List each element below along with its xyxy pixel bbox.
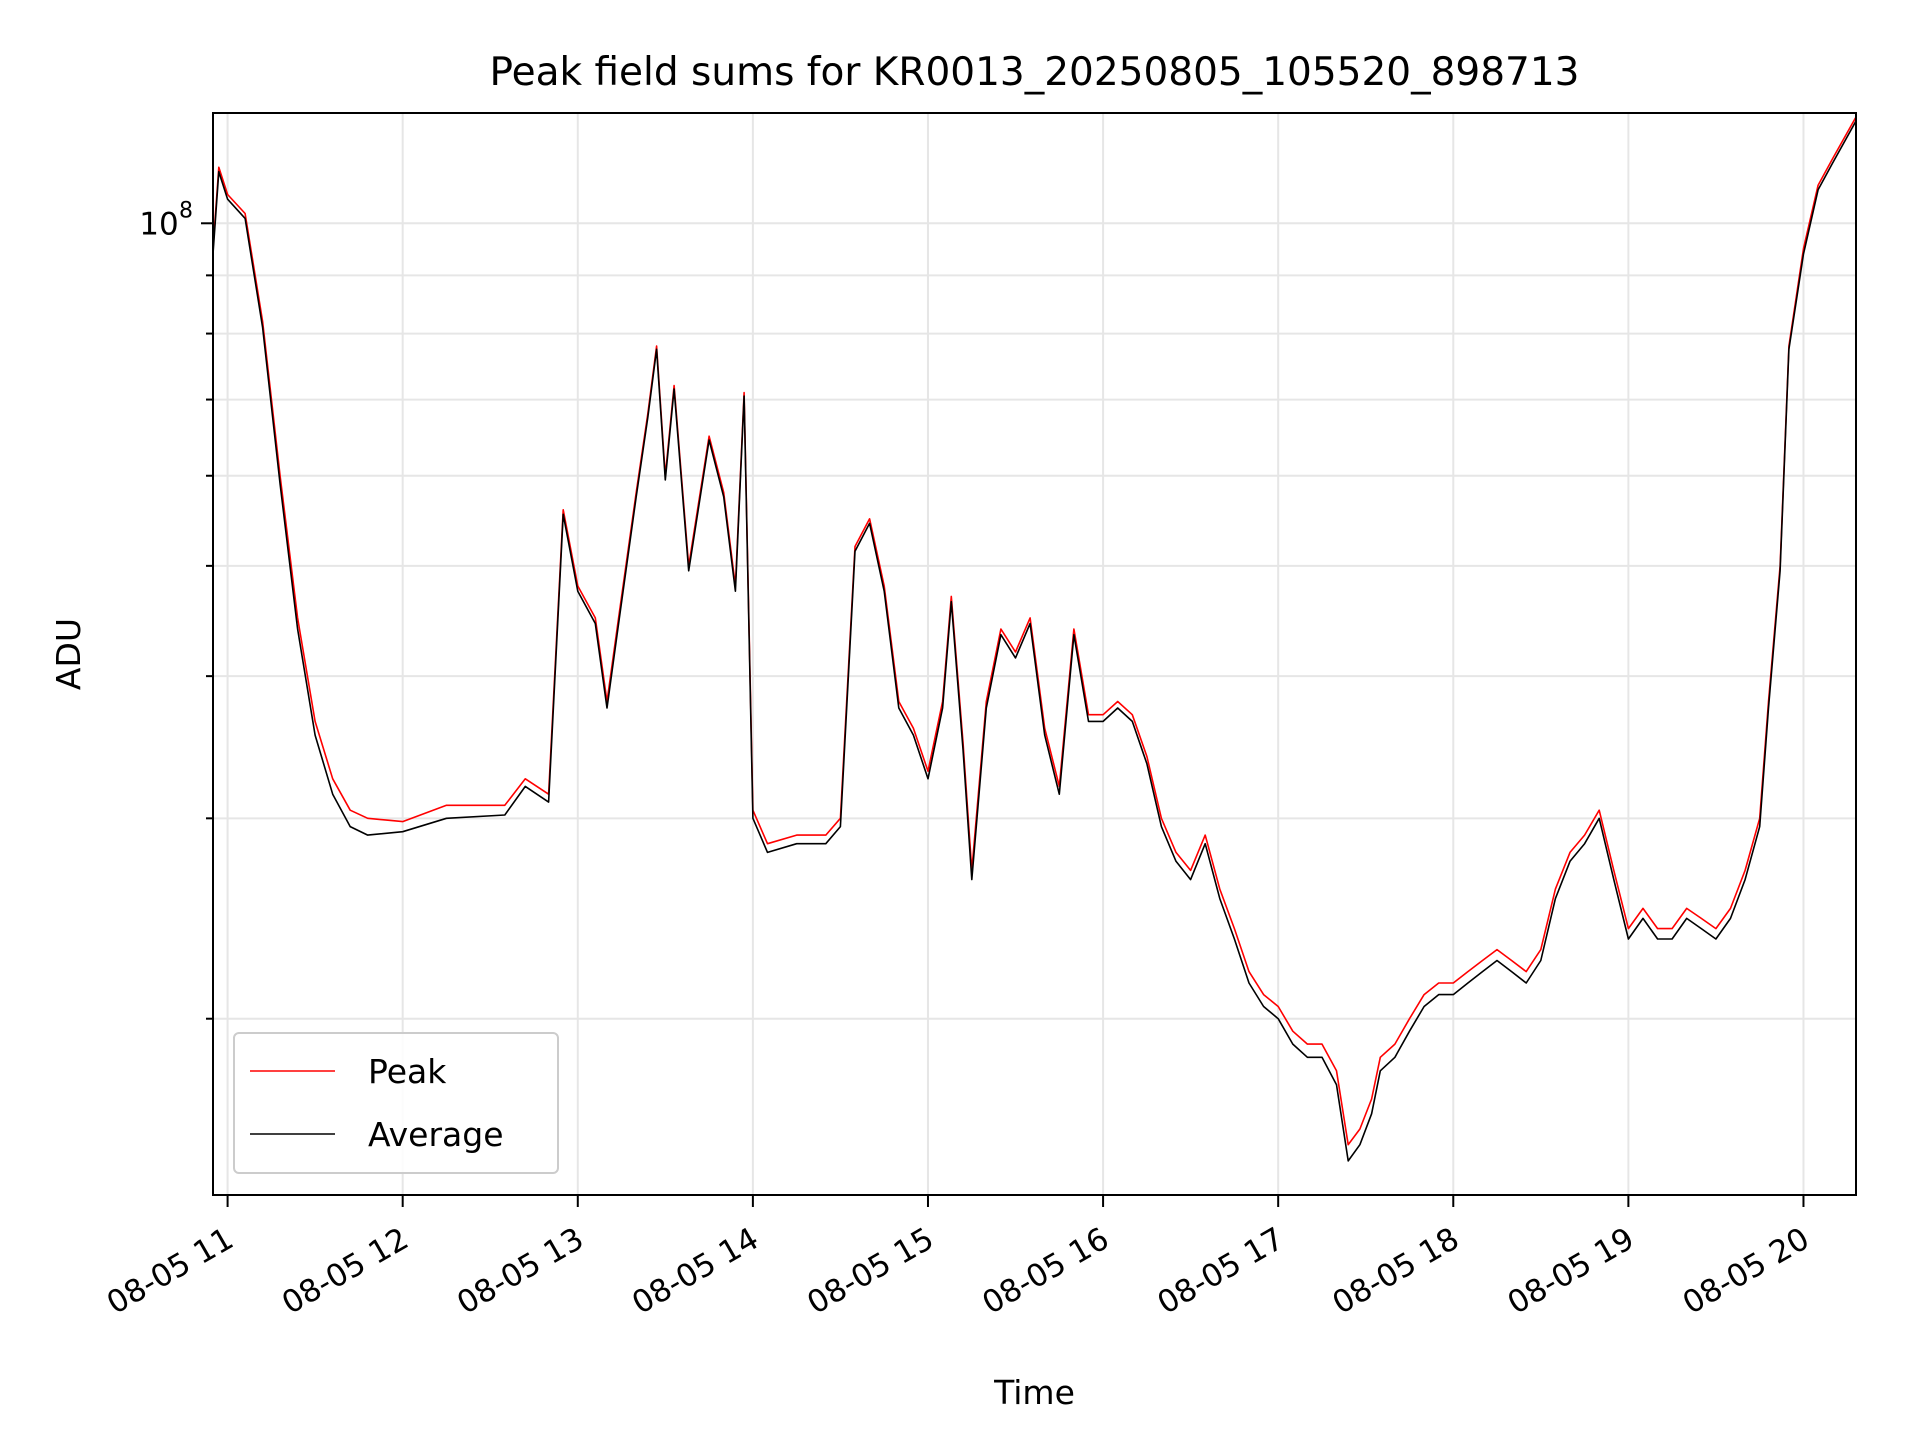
x-tick-label: 08-05 19 bbox=[1502, 1221, 1641, 1322]
x-tick-label: 08-05 16 bbox=[976, 1221, 1115, 1322]
x-tick-label: 08-05 17 bbox=[1151, 1221, 1290, 1322]
x-tick-label: 08-05 13 bbox=[451, 1221, 590, 1322]
x-gridlines bbox=[226, 113, 1805, 1195]
legend-box bbox=[233, 1032, 559, 1174]
x-axis-label: Time bbox=[993, 1373, 1075, 1412]
y-axis-label: ADU bbox=[49, 618, 88, 690]
y-axis-ticks: 10 8 bbox=[139, 198, 213, 1020]
x-tick-label: 08-05 12 bbox=[276, 1221, 415, 1322]
y-minor-gridlines bbox=[213, 222, 1856, 1020]
series-line-average bbox=[212, 120, 1857, 1162]
x-axis-ticks: 08-05 11 08-05 12 08-05 13 08-05 14 08-05 15… bbox=[101, 1195, 1816, 1322]
y-tick-exponent: 8 bbox=[179, 198, 193, 223]
series-layer bbox=[212, 116, 1857, 1162]
legend-label-peak: Peak bbox=[368, 1052, 447, 1091]
legend-label-average: Average bbox=[368, 1115, 504, 1154]
x-tick-label: 08-05 11 bbox=[101, 1221, 240, 1322]
chart-title: Peak field sums for KR0013_20250805_1055… bbox=[489, 50, 1579, 95]
x-tick-label: 08-05 15 bbox=[801, 1221, 940, 1322]
legend: Peak Average bbox=[233, 1032, 559, 1174]
x-tick-label: 08-05 20 bbox=[1677, 1221, 1816, 1322]
series-line-peak bbox=[212, 116, 1857, 1146]
plot-frame bbox=[212, 112, 1857, 1196]
x-tick-label: 08-05 18 bbox=[1327, 1221, 1466, 1322]
x-tick-label: 08-05 14 bbox=[626, 1221, 765, 1322]
y-tick-label: 10 bbox=[139, 206, 178, 242]
